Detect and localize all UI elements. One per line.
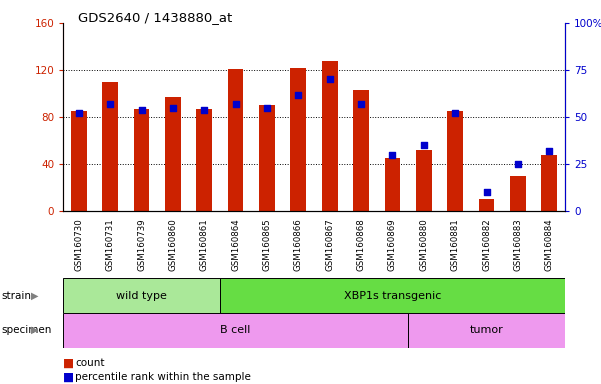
Text: B cell: B cell	[221, 325, 251, 335]
Bar	[510, 176, 526, 211]
Bar	[408, 313, 565, 348]
Text: specimen: specimen	[1, 325, 52, 335]
Bar	[322, 61, 338, 211]
Point	[356, 101, 366, 107]
Point	[513, 161, 523, 167]
Text: wild type: wild type	[116, 291, 167, 301]
Text: GSM160739: GSM160739	[137, 218, 146, 271]
Text: GDS2640 / 1438880_at: GDS2640 / 1438880_at	[78, 12, 233, 25]
Bar	[416, 150, 432, 211]
Text: GSM160868: GSM160868	[356, 218, 365, 271]
Point	[105, 101, 115, 107]
Point	[545, 148, 554, 154]
Text: GSM160884: GSM160884	[545, 218, 554, 271]
Point	[293, 91, 303, 98]
Bar	[259, 105, 275, 211]
Point	[419, 142, 429, 149]
Bar	[71, 111, 87, 211]
Bar	[228, 69, 243, 211]
Text: count: count	[75, 358, 105, 368]
Bar	[542, 155, 557, 211]
Text: GSM160865: GSM160865	[263, 218, 272, 271]
Text: GSM160730: GSM160730	[75, 218, 84, 271]
Text: GSM160881: GSM160881	[451, 218, 460, 271]
Text: ▶: ▶	[31, 325, 38, 335]
Text: GSM160869: GSM160869	[388, 218, 397, 271]
Text: GSM160880: GSM160880	[419, 218, 429, 271]
Text: GSM160864: GSM160864	[231, 218, 240, 271]
Point	[74, 110, 84, 116]
Bar	[63, 313, 408, 348]
Text: ▶: ▶	[31, 291, 38, 301]
Bar	[478, 199, 495, 211]
Text: GSM160866: GSM160866	[294, 218, 303, 271]
Text: ■: ■	[63, 371, 75, 384]
Point	[231, 101, 240, 107]
Bar	[63, 278, 220, 313]
Bar	[197, 109, 212, 211]
Bar	[385, 158, 400, 211]
Point	[168, 104, 178, 111]
Bar	[133, 109, 150, 211]
Bar	[353, 90, 369, 211]
Text: GSM160861: GSM160861	[200, 218, 209, 271]
Bar	[290, 68, 306, 211]
Text: XBP1s transgenic: XBP1s transgenic	[344, 291, 441, 301]
Point	[388, 152, 397, 158]
Point	[262, 104, 272, 111]
Text: percentile rank within the sample: percentile rank within the sample	[75, 372, 251, 382]
Text: strain: strain	[1, 291, 31, 301]
Text: GSM160867: GSM160867	[325, 218, 334, 271]
Bar	[447, 111, 463, 211]
Text: GSM160882: GSM160882	[482, 218, 491, 271]
Bar	[220, 278, 565, 313]
Point	[482, 189, 492, 195]
Text: GSM160883: GSM160883	[513, 218, 522, 271]
Point	[136, 106, 146, 113]
Point	[450, 110, 460, 116]
Bar	[102, 82, 118, 211]
Text: GSM160860: GSM160860	[168, 218, 177, 271]
Bar	[165, 97, 181, 211]
Text: GSM160731: GSM160731	[106, 218, 115, 271]
Text: tumor: tumor	[469, 325, 504, 335]
Text: ■: ■	[63, 356, 75, 369]
Point	[325, 76, 335, 83]
Point	[200, 106, 209, 113]
